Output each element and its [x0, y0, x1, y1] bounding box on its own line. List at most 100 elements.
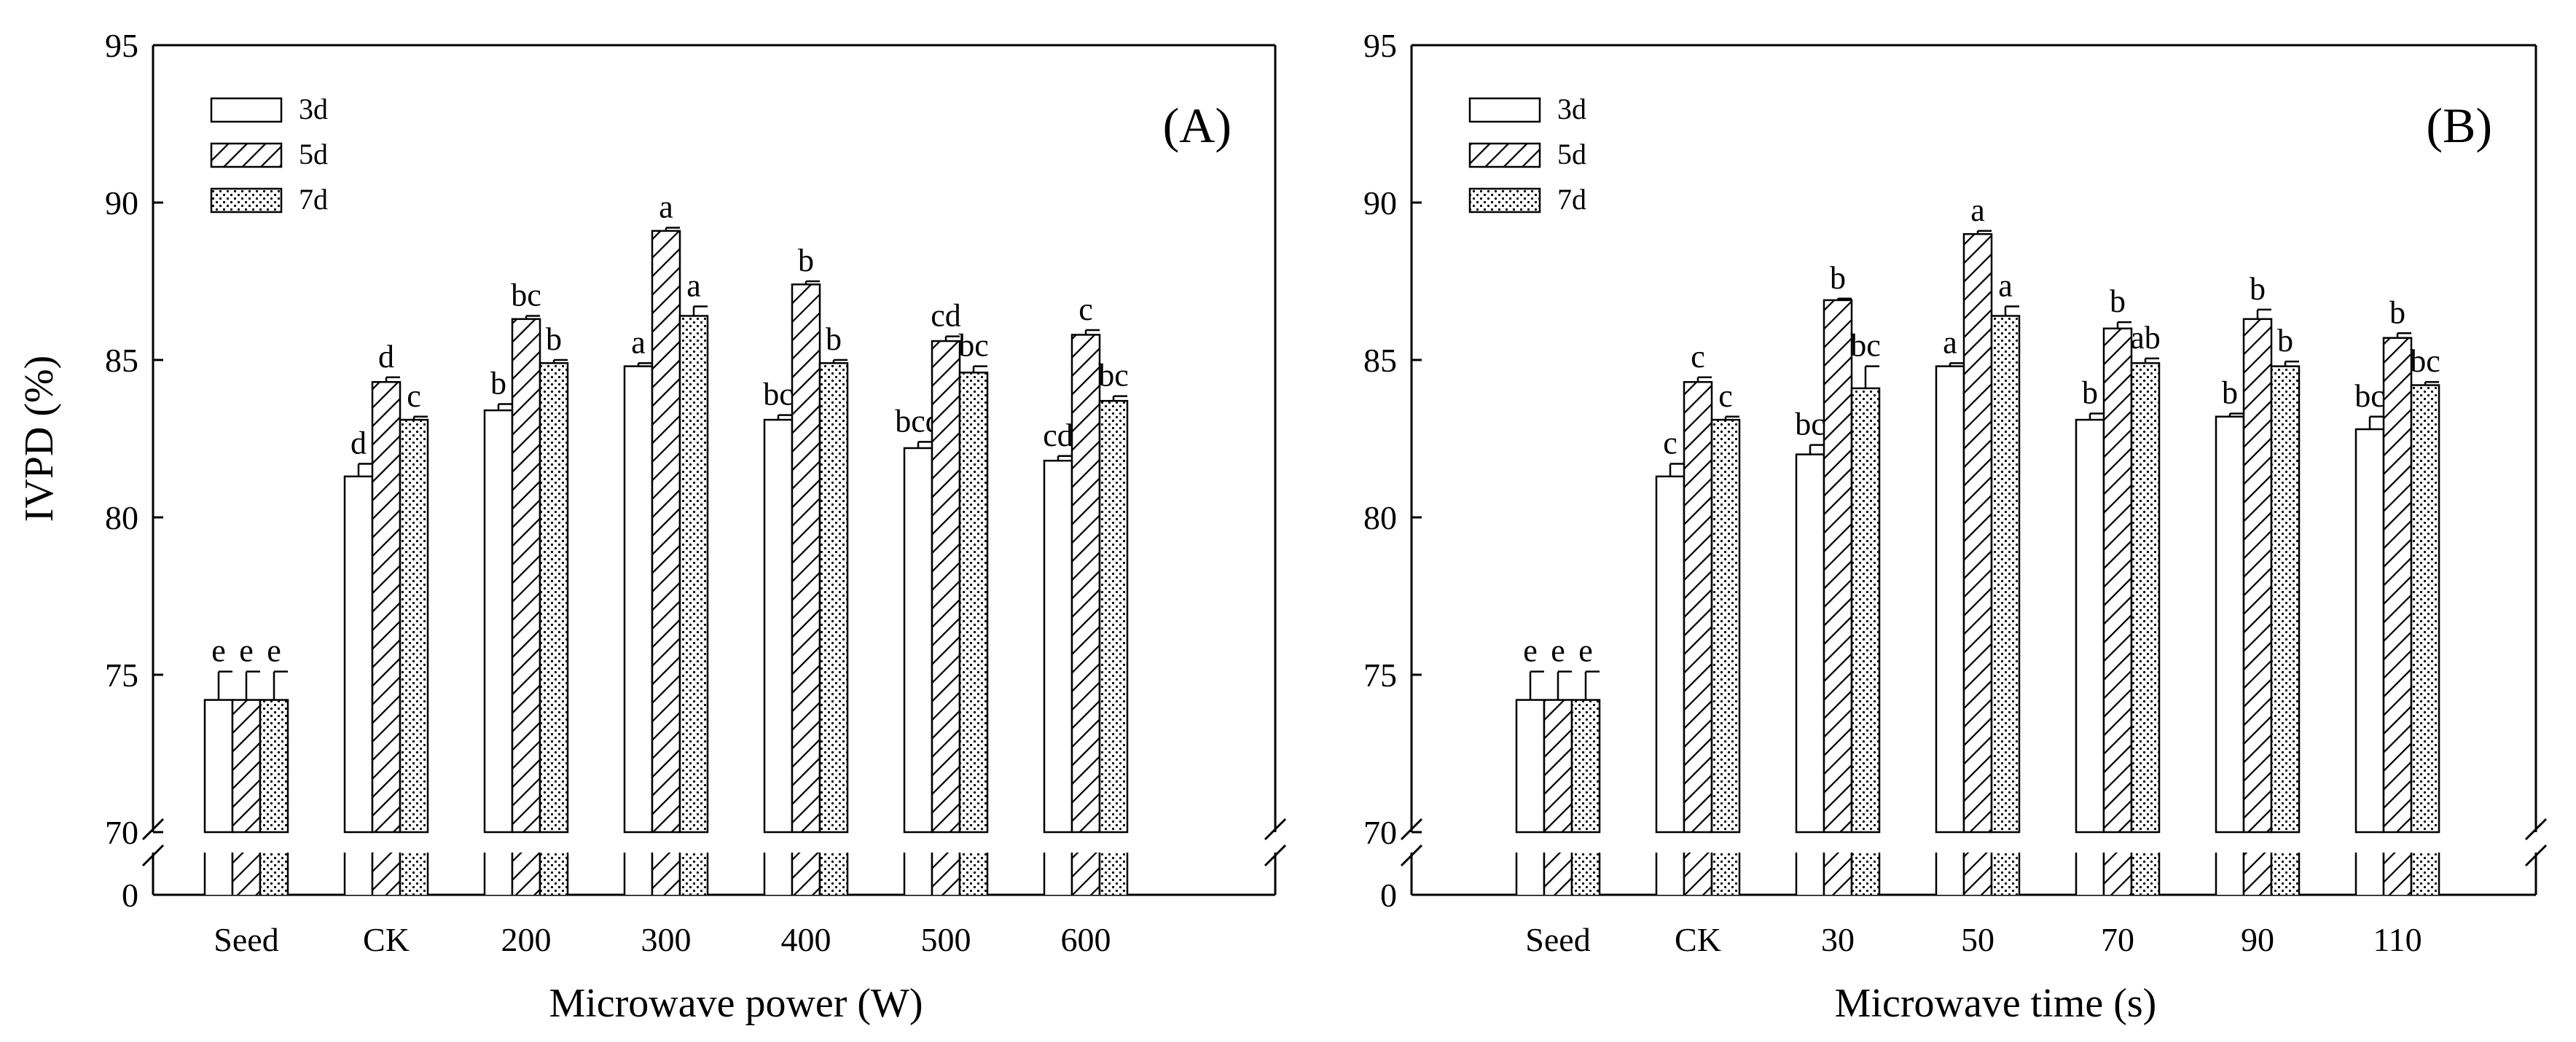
y-axis-label: IVPD (%): [17, 356, 62, 522]
bar-7d: [2270, 365, 2301, 834]
significance-letter: c: [1078, 291, 1093, 327]
bar-7d: [1850, 387, 1881, 834]
bar-stub-7d: [820, 853, 847, 895]
axis-break-mark: [2524, 818, 2548, 841]
significance-letter: b: [546, 321, 562, 357]
significance-letter: a: [1943, 324, 1957, 360]
bar-stub-5d: [932, 853, 960, 895]
y-tick-label: 95: [105, 27, 138, 64]
bar-5d: [1823, 299, 1853, 834]
significance-letter: b: [2110, 283, 2126, 319]
bar-7d: [1098, 399, 1129, 834]
significance-letter: bc: [1850, 328, 1881, 364]
significance-letter: bc: [1098, 358, 1129, 393]
bar-3d: [343, 475, 374, 834]
y-tick-label: 75: [105, 657, 138, 694]
significance-letter: e: [1551, 633, 1565, 669]
bar-7d: [958, 372, 989, 834]
significance-letter: b: [2277, 323, 2293, 359]
significance-letter: c: [1691, 339, 1705, 375]
bar-5d: [1070, 334, 1101, 834]
legend-swatch-5d: [1468, 142, 1541, 168]
bar-stub-3d: [625, 853, 652, 895]
x-tick-label: 90: [2241, 921, 2274, 958]
bar-stub-3d: [485, 853, 512, 895]
legend-swatch-5d: [210, 142, 283, 168]
y-tick-label: 80: [1363, 499, 1397, 536]
panel-label: (A): [1163, 98, 1232, 153]
x-tick-label: 500: [921, 921, 971, 958]
x-tick-label: 110: [2373, 921, 2422, 958]
x-tick-label: 600: [1061, 921, 1111, 958]
bar-7d: [1570, 699, 1601, 834]
bar-7d: [2410, 384, 2440, 834]
legend-label-5d: 5d: [299, 138, 328, 171]
x-tick-label: 50: [1961, 921, 1994, 958]
legend: 3d 5d 7d: [210, 93, 328, 216]
bar-group: a a a 300: [623, 189, 709, 958]
axis-break-mark: [141, 844, 165, 867]
bar-stub-3d: [2356, 853, 2384, 895]
significance-letter: b: [2250, 271, 2266, 307]
x-tick-label: CK: [1675, 921, 1721, 958]
legend-label-7d: 7d: [1557, 183, 1586, 216]
bar-stub-5d: [1684, 853, 1712, 895]
bar-5d: [511, 318, 541, 834]
bar-stub-3d: [2216, 853, 2244, 895]
bar-3d: [1043, 459, 1073, 834]
bar-stub-5d: [1824, 853, 1852, 895]
bar-stub-7d: [540, 853, 568, 895]
significance-letter: a: [1998, 268, 2013, 304]
legend-swatch-7d: [210, 187, 283, 214]
x-axis-label: Microwave power (W): [549, 981, 923, 1026]
bar-stub-3d: [2076, 853, 2104, 895]
significance-letter: e: [211, 633, 226, 669]
bar-group: b bab 70: [2075, 283, 2161, 958]
bar-stub-5d: [232, 853, 260, 895]
bar-3d: [2215, 415, 2245, 834]
bar-stub-5d: [1544, 853, 1572, 895]
significance-letter: d: [351, 426, 367, 461]
bar-stub-5d: [652, 853, 680, 895]
bar-5d: [2382, 337, 2413, 834]
axis-break-mark: [141, 818, 165, 841]
axis-break-mark: [2524, 844, 2548, 867]
significance-letter: b: [2222, 375, 2238, 410]
significance-letter: bc: [763, 377, 794, 412]
bar-stub-3d: [1936, 853, 1964, 895]
legend-swatch-3d: [1468, 97, 1541, 123]
significance-letter: a: [659, 189, 673, 225]
y-tick-label: 75: [1363, 657, 1397, 694]
bars: e e eSeedddcCKbbcb200aaa300bcbb400bcdcdbc5…: [203, 189, 1129, 958]
bar-7d: [678, 315, 709, 834]
bar-stub-5d: [2244, 853, 2271, 895]
bar-stub-3d: [1656, 853, 1684, 895]
x-tick-label: 200: [501, 921, 552, 958]
y-tick-label: 0: [122, 877, 138, 914]
bar-stub-5d: [372, 853, 400, 895]
bar-5d: [2242, 318, 2273, 834]
legend-label-7d: 7d: [299, 183, 328, 216]
bar-5d: [651, 230, 681, 834]
bar-5d: [1683, 380, 1713, 834]
bar-3d: [2354, 428, 2385, 834]
y-tick-label: 0: [1380, 877, 1397, 914]
significance-letter: cd: [931, 298, 961, 334]
legend: 3d 5d 7d: [1468, 93, 1586, 216]
bars: e e eSeedcccCKbcbbc30aaa50bbab70bbb90bcbbc…: [1515, 192, 2440, 958]
significance-letter: c: [1663, 426, 1677, 461]
bar-3d: [763, 418, 794, 834]
bar-stub-7d: [1100, 853, 1127, 895]
bar-stub-3d: [764, 853, 792, 895]
bar-5d: [371, 380, 402, 834]
bar-5d: [231, 699, 262, 834]
